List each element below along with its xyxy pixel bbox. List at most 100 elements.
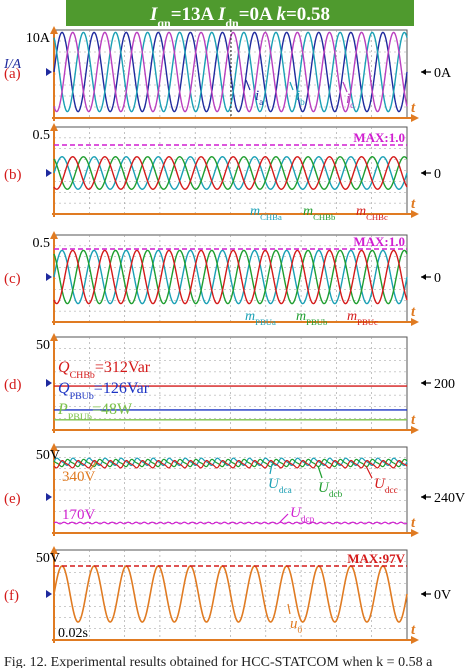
series-m_PBUa <box>53 249 408 305</box>
y-axis-arrowhead <box>50 123 58 131</box>
ref-label: 0 <box>434 271 441 286</box>
panel-label: (c) <box>4 271 21 287</box>
series-label-m-pbub-part: PBUb <box>306 317 327 327</box>
figure-caption: Fig. 12. Experimental results obtained f… <box>4 655 433 668</box>
y-axis-label: I/A <box>3 57 22 72</box>
header-title-part: dn <box>225 16 239 30</box>
series-label-m-pbub: mPBUb <box>296 309 327 327</box>
ref-arrowhead <box>421 69 426 75</box>
series-label-u-dcb-part: dcb <box>329 490 343 500</box>
series-i_c <box>53 31 408 113</box>
ref-arrowhead <box>421 494 426 500</box>
series-label-i-c-part: c <box>350 101 354 111</box>
series-label-q-pbub-part: Q <box>58 380 70 397</box>
callout-arrow <box>269 463 273 475</box>
series-label-u-dcc-part: dcc <box>385 486 398 496</box>
time-axis-arrowhead <box>411 426 419 434</box>
time-axis-arrowhead <box>411 210 419 218</box>
max-label: MAX:1.0 <box>353 130 405 145</box>
series-label-i-a-part: a <box>259 98 263 108</box>
series-label-m-chbc: mCHBc <box>356 204 388 222</box>
value-label-170v: 170V <box>62 507 96 523</box>
panel-label: (a) <box>4 66 21 82</box>
series-label-m-chbc-part: CHBc <box>366 212 388 222</box>
zero-marker <box>46 590 52 598</box>
time-axis-label: t <box>411 304 416 320</box>
callout-arrow <box>289 81 294 91</box>
series-label-q-chbb-part: Q <box>58 359 70 376</box>
series-label-u-dcp-part: U <box>290 505 302 521</box>
ref-arrowhead <box>421 274 426 280</box>
series-label-u-dcp-part: dcp <box>301 515 315 525</box>
y-axis-arrowhead <box>50 333 58 341</box>
callout-arrow <box>287 603 291 615</box>
series-U_dcc <box>53 459 408 469</box>
time-scale-label: 0.02s <box>58 626 88 641</box>
series-label-i-b-part: i <box>296 88 300 104</box>
zero-marker <box>46 169 52 177</box>
time-axis-arrowhead <box>411 318 419 326</box>
series-label-m-chbb: mCHBb <box>303 204 335 222</box>
series-label-u0-part: 0 <box>298 626 303 636</box>
zero-marker <box>46 493 52 501</box>
callout-arrow <box>365 465 373 479</box>
series-label-m-pbuc: mPBUc <box>347 309 378 327</box>
ref-label: 200 <box>434 377 455 392</box>
series-label-i-a: ia <box>255 88 263 108</box>
panel-e: t <box>46 443 419 537</box>
scale-label: 0.5 <box>33 128 51 143</box>
series-label-q-chbb: QCHBb=312Var <box>58 359 151 381</box>
value-label-340v: 340V <box>62 469 96 485</box>
series-label-i-b-part: b <box>300 98 305 108</box>
panel-label: (f) <box>4 588 19 604</box>
scale-label: 50V <box>36 448 60 463</box>
ref-arrowhead <box>421 380 426 386</box>
series-label-m-chba-part: m <box>250 204 260 219</box>
series-label-m-pbua: mPBUa <box>245 309 276 327</box>
series-label-m-pbuc-part: PBUc <box>357 317 378 327</box>
header-title-part: k <box>276 4 286 25</box>
time-axis-arrowhead <box>411 114 419 122</box>
series-label-m-chbc-part: m <box>356 204 366 219</box>
ref-label: 0 <box>434 167 441 182</box>
header-title-part: qn <box>157 16 171 30</box>
header-title-part: I <box>149 4 158 25</box>
series-label-m-pbua-part: m <box>245 309 255 324</box>
series-label-m-pbub-part: m <box>296 309 306 324</box>
time-axis-label: t <box>411 515 416 531</box>
series-label-i-c: ic <box>346 91 354 111</box>
y-axis-arrowhead <box>50 443 58 451</box>
ref-arrowhead <box>421 170 426 176</box>
panel-label: (b) <box>4 167 22 183</box>
callout-arrow <box>317 465 323 479</box>
series-label-i-a-part: i <box>255 88 259 104</box>
header-title-part: =13A <box>171 4 218 25</box>
series-label-u-dca-part: U <box>268 476 280 492</box>
time-axis-arrowhead <box>411 529 419 537</box>
time-axis-label: t <box>411 622 416 638</box>
time-axis-arrowhead <box>411 636 419 644</box>
series-label-p-pbub-part: P <box>57 401 68 418</box>
series-m_CHBb <box>53 156 408 190</box>
max-label: MAX:1.0 <box>353 234 405 249</box>
series-label-q-pbub-part: PBUb <box>70 391 94 402</box>
series-m_CHBc <box>53 156 408 190</box>
series-label-m-pbua-part: PBUa <box>255 317 276 327</box>
time-axis-label: t <box>411 100 416 116</box>
ref-arrowhead <box>421 591 426 597</box>
y-axis-arrowhead <box>50 546 58 554</box>
y-axis-arrowhead <box>50 231 58 239</box>
series-label-m-chba: mCHBa <box>250 204 282 222</box>
ref-label: 240V <box>434 491 465 506</box>
series-m_PBUb <box>53 249 408 305</box>
series-label-m-chba-part: CHBa <box>260 212 282 222</box>
series-label-u-dca: Udca <box>268 476 292 496</box>
series-label-u-dcp: Udcp <box>290 505 315 525</box>
scale-label: 50 <box>36 338 50 353</box>
max-label: MAX:97V <box>347 551 405 566</box>
series-label-u-dcc-part: U <box>374 476 386 492</box>
series-label-q-chbb-part: =312Var <box>95 359 151 376</box>
header-title-part: =0.58 <box>286 4 330 25</box>
series-label-q-pbub: QPBUb=126Var <box>58 380 150 402</box>
